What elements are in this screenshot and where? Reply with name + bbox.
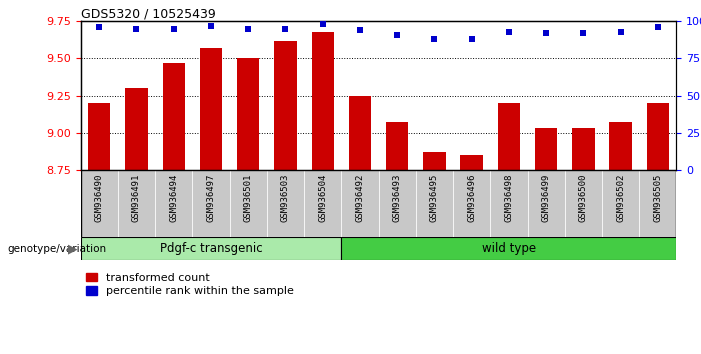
Bar <box>572 128 594 170</box>
Point <box>392 32 403 38</box>
Point <box>94 24 105 30</box>
Text: GSM936502: GSM936502 <box>616 173 625 222</box>
Point <box>540 30 552 36</box>
Point <box>615 29 626 34</box>
Point <box>652 24 663 30</box>
Bar <box>125 88 148 170</box>
Bar <box>88 103 111 170</box>
Point <box>205 23 217 29</box>
Text: GSM936491: GSM936491 <box>132 173 141 222</box>
FancyBboxPatch shape <box>341 170 379 237</box>
FancyBboxPatch shape <box>453 170 490 237</box>
Text: wild type: wild type <box>482 242 536 255</box>
FancyBboxPatch shape <box>602 170 639 237</box>
Bar <box>349 96 371 170</box>
Bar <box>274 41 297 170</box>
Bar <box>609 122 632 170</box>
FancyBboxPatch shape <box>304 170 341 237</box>
Text: GSM936492: GSM936492 <box>355 173 365 222</box>
FancyBboxPatch shape <box>416 170 453 237</box>
Point <box>354 27 365 33</box>
Point <box>466 36 477 42</box>
Bar <box>535 128 557 170</box>
FancyBboxPatch shape <box>267 170 304 237</box>
Text: GSM936504: GSM936504 <box>318 173 327 222</box>
Text: ▶: ▶ <box>67 242 77 255</box>
Text: GSM936505: GSM936505 <box>653 173 662 222</box>
FancyBboxPatch shape <box>639 170 676 237</box>
Text: GDS5320 / 10525439: GDS5320 / 10525439 <box>81 7 215 20</box>
FancyBboxPatch shape <box>565 170 602 237</box>
Bar <box>386 122 408 170</box>
Text: GSM936500: GSM936500 <box>579 173 588 222</box>
Text: Pdgf-c transgenic: Pdgf-c transgenic <box>160 242 262 255</box>
Text: genotype/variation: genotype/variation <box>7 244 106 254</box>
Point <box>317 21 328 27</box>
Bar <box>423 152 446 170</box>
Legend: transformed count, percentile rank within the sample: transformed count, percentile rank withi… <box>86 273 294 296</box>
FancyBboxPatch shape <box>155 170 192 237</box>
Bar <box>237 58 259 170</box>
Bar <box>498 103 520 170</box>
Text: GSM936496: GSM936496 <box>467 173 476 222</box>
FancyBboxPatch shape <box>490 170 528 237</box>
Text: GSM936503: GSM936503 <box>281 173 290 222</box>
Point <box>168 26 179 32</box>
FancyBboxPatch shape <box>528 170 565 237</box>
Bar <box>311 32 334 170</box>
Text: GSM936498: GSM936498 <box>505 173 513 222</box>
Bar <box>200 48 222 170</box>
FancyBboxPatch shape <box>81 170 118 237</box>
Text: GSM936490: GSM936490 <box>95 173 104 222</box>
FancyBboxPatch shape <box>192 170 230 237</box>
FancyBboxPatch shape <box>341 237 676 260</box>
Point <box>280 26 291 32</box>
Text: GSM936495: GSM936495 <box>430 173 439 222</box>
Text: GSM936497: GSM936497 <box>207 173 215 222</box>
Text: GSM936494: GSM936494 <box>169 173 178 222</box>
Text: GSM936501: GSM936501 <box>244 173 252 222</box>
Bar <box>163 63 185 170</box>
Point <box>429 36 440 42</box>
Text: GSM936499: GSM936499 <box>542 173 550 222</box>
Point <box>131 26 142 32</box>
Point <box>243 26 254 32</box>
Point <box>503 29 515 34</box>
Text: GSM936493: GSM936493 <box>393 173 402 222</box>
Point <box>578 30 589 36</box>
Bar <box>647 103 669 170</box>
FancyBboxPatch shape <box>118 170 155 237</box>
Bar <box>461 155 483 170</box>
FancyBboxPatch shape <box>379 170 416 237</box>
FancyBboxPatch shape <box>81 237 341 260</box>
FancyBboxPatch shape <box>230 170 267 237</box>
